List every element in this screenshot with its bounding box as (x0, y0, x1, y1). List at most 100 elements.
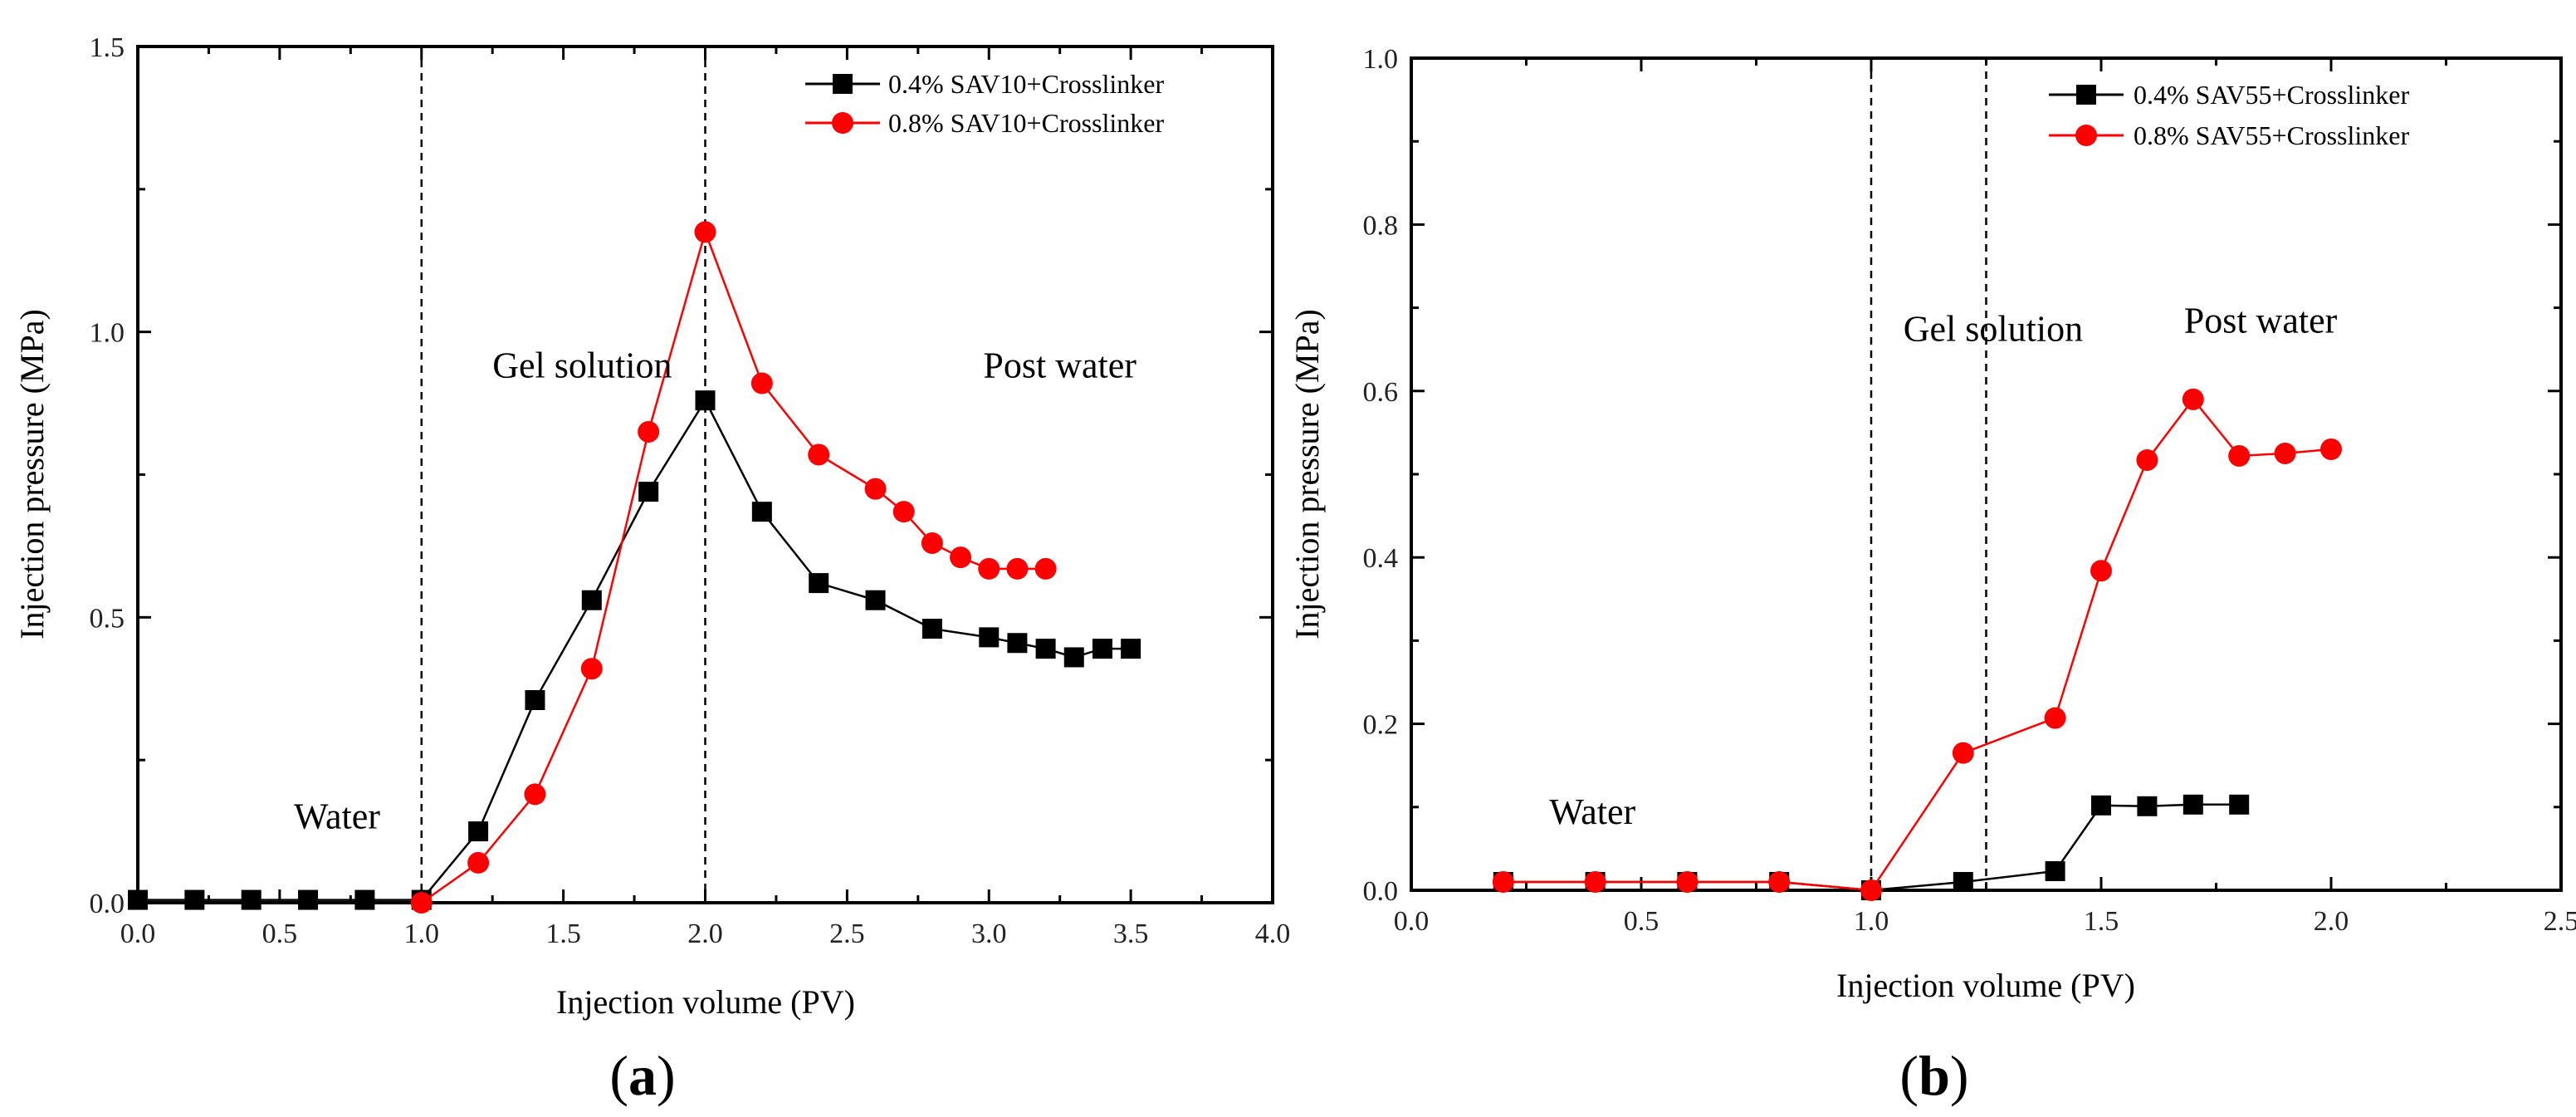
data-point-b-1 (1953, 742, 1974, 764)
vlines-b (1871, 58, 1987, 890)
panel-label-b: (b) (1899, 1044, 1968, 1107)
data-point-a-0 (128, 890, 148, 910)
data-point-a-0 (922, 619, 942, 639)
data-point-a-1 (950, 546, 971, 568)
data-point-b-1 (1676, 871, 1698, 893)
legend-label-black-b: 0.4% SAV55+Crosslinker (2134, 80, 2409, 110)
series-line-a-0 (138, 400, 1131, 900)
data-point-b-1 (1493, 871, 1514, 893)
data-point-a-0 (525, 690, 545, 710)
region-label-a: Water (294, 796, 380, 837)
x-tick-label-a: 0.0 (120, 919, 156, 949)
legend-label-red-a: 0.8% SAV10+Crosslinker (888, 108, 1164, 138)
data-point-a-0 (638, 482, 658, 502)
data-point-a-1 (524, 783, 545, 805)
data-point-a-0 (468, 821, 488, 841)
x-tick-label-b: 2.0 (2314, 906, 2349, 937)
data-point-a-0 (866, 590, 886, 610)
data-point-a-0 (1121, 639, 1141, 659)
data-point-a-1 (751, 373, 773, 394)
x-axis-title-b: Injection volume (PV) (1836, 967, 2135, 1004)
data-point-a-1 (1035, 558, 1057, 580)
x-tick-label-b: 0.5 (1624, 906, 1659, 937)
data-point-a-0 (1007, 633, 1027, 653)
x-tick-label-a: 1.0 (404, 919, 440, 949)
data-point-b-0 (2091, 796, 2111, 816)
data-point-a-1 (695, 221, 716, 243)
data-point-a-1 (808, 443, 829, 465)
x-tick-label-a: 1.5 (545, 919, 581, 949)
y-tick-label-a: 1.0 (90, 318, 125, 349)
legend-marker-red-a (832, 112, 853, 134)
region-label-a: Post water (983, 345, 1136, 386)
y-tick-label-a: 0.5 (90, 603, 125, 634)
data-point-a-1 (865, 478, 887, 500)
y-tick-label-b: 0.6 (1363, 377, 1399, 408)
y-axis-title-a: Injection pressure (MPa) (13, 309, 51, 639)
data-point-a-0 (752, 502, 772, 522)
data-point-b-1 (1768, 871, 1790, 893)
legend-marker-red-b (2075, 125, 2097, 146)
y-axis-title-b: Injection pressure (MPa) (1288, 309, 1326, 639)
data-point-b-1 (2275, 443, 2296, 464)
series-a (128, 221, 1141, 914)
y-tick-label-b: 1.0 (1363, 44, 1399, 75)
data-point-b-0 (2137, 796, 2157, 816)
data-point-b-1 (1585, 871, 1606, 893)
data-point-b-1 (2090, 560, 2112, 581)
data-point-a-0 (354, 890, 374, 910)
region-label-b: Post water (2184, 301, 2338, 341)
data-point-a-0 (979, 627, 999, 647)
data-point-b-1 (1860, 879, 1882, 901)
legend-marker-black-a (833, 74, 853, 94)
data-point-a-1 (638, 421, 659, 443)
region-label-b: Gel solution (1904, 309, 2083, 350)
x-tick-label-a: 2.0 (687, 919, 723, 949)
data-point-a-1 (467, 852, 489, 874)
data-point-b-1 (2136, 449, 2158, 471)
vlines-a (422, 47, 706, 903)
y-tick-label-b: 0.8 (1363, 210, 1399, 241)
region-label-b: Water (1549, 791, 1635, 832)
data-point-a-0 (1036, 639, 1056, 659)
y-tick-label-b: 0.4 (1363, 543, 1399, 574)
x-tick-label-b: 1.5 (2084, 906, 2119, 937)
y-tick-label-a: 1.5 (90, 32, 125, 63)
x-tick-label-b: 1.0 (1854, 906, 1889, 937)
y-tick-label-b: 0.2 (1363, 710, 1399, 741)
data-point-b-0 (1953, 872, 1973, 892)
x-tick-label-a: 0.5 (262, 919, 298, 949)
data-point-a-1 (893, 501, 915, 522)
data-point-a-0 (184, 890, 204, 910)
data-point-b-0 (2229, 795, 2249, 815)
data-point-b-1 (2183, 389, 2204, 410)
data-point-a-1 (1006, 558, 1028, 580)
annotations-b: Water Gel solution Post water (1549, 301, 2337, 832)
x-axis-title-a: Injection volume (PV) (556, 983, 855, 1021)
data-point-a-0 (242, 890, 262, 910)
y-tick-label-a: 0.0 (90, 889, 125, 919)
data-point-a-0 (582, 590, 602, 610)
legend-b: 0.4% SAV55+Crosslinker 0.8% SAV55+Crossl… (2049, 80, 2409, 150)
x-tick-label-a: 4.0 (1255, 919, 1291, 949)
data-point-b-0 (2046, 861, 2065, 881)
legend-a: 0.4% SAV10+Crosslinker 0.8% SAV10+Crossl… (805, 69, 1164, 138)
data-point-a-0 (809, 573, 829, 593)
data-point-a-1 (921, 532, 943, 554)
legend-label-black-a: 0.4% SAV10+Crosslinker (888, 69, 1164, 99)
x-tick-label-a: 3.5 (1113, 919, 1149, 949)
legend-marker-black-b (2076, 85, 2096, 105)
data-point-a-0 (1064, 647, 1084, 667)
data-point-b-0 (2183, 795, 2203, 815)
data-point-b-1 (2228, 445, 2250, 467)
legend-label-red-b: 0.8% SAV55+Crosslinker (2134, 120, 2409, 150)
data-point-b-1 (2045, 708, 2066, 729)
x-tick-label-a: 2.5 (829, 919, 865, 949)
region-label-a: Gel solution (492, 345, 672, 386)
